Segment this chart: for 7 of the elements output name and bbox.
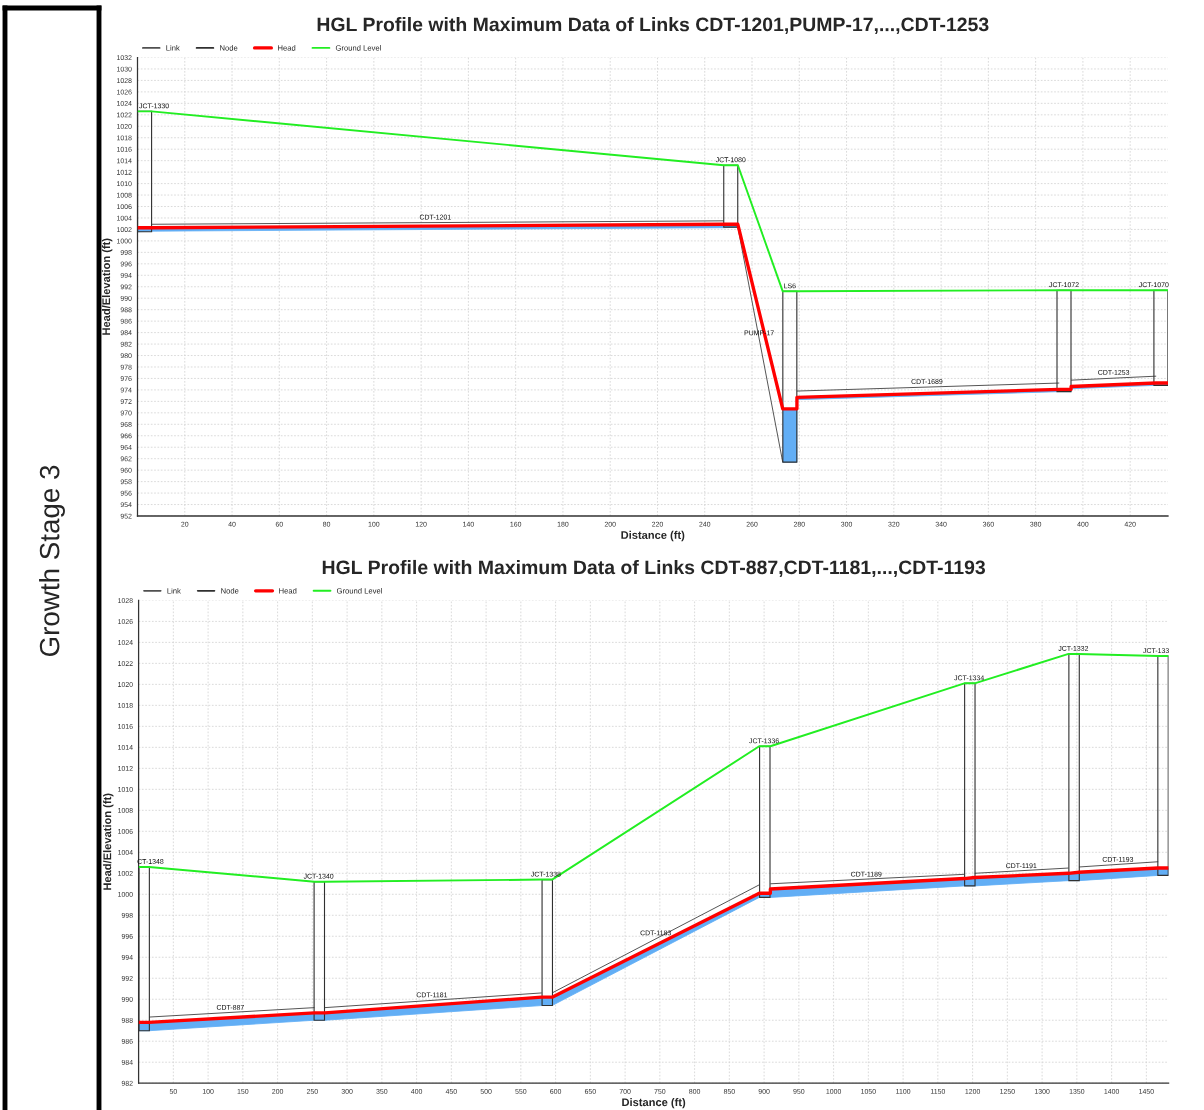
x-axis-title: Distance (ft) xyxy=(622,1098,686,1109)
text: Growth Stage 3 xyxy=(39,465,65,657)
chart-title: HGL Profile with Maximum Data of Links CDT-887,CDT-1181,...,CDT-1193 xyxy=(322,559,986,578)
x-axis-title: Distance (ft) xyxy=(621,530,685,542)
y-axis-title: Head/Elevation (ft) xyxy=(101,238,113,335)
chart-title: HGL Profile with Maximum Data of Links CDT-1201,PUMP-17,...,CDT-1253 xyxy=(317,17,989,35)
y-axis-title: Head/Elevation (ft) xyxy=(103,793,114,890)
